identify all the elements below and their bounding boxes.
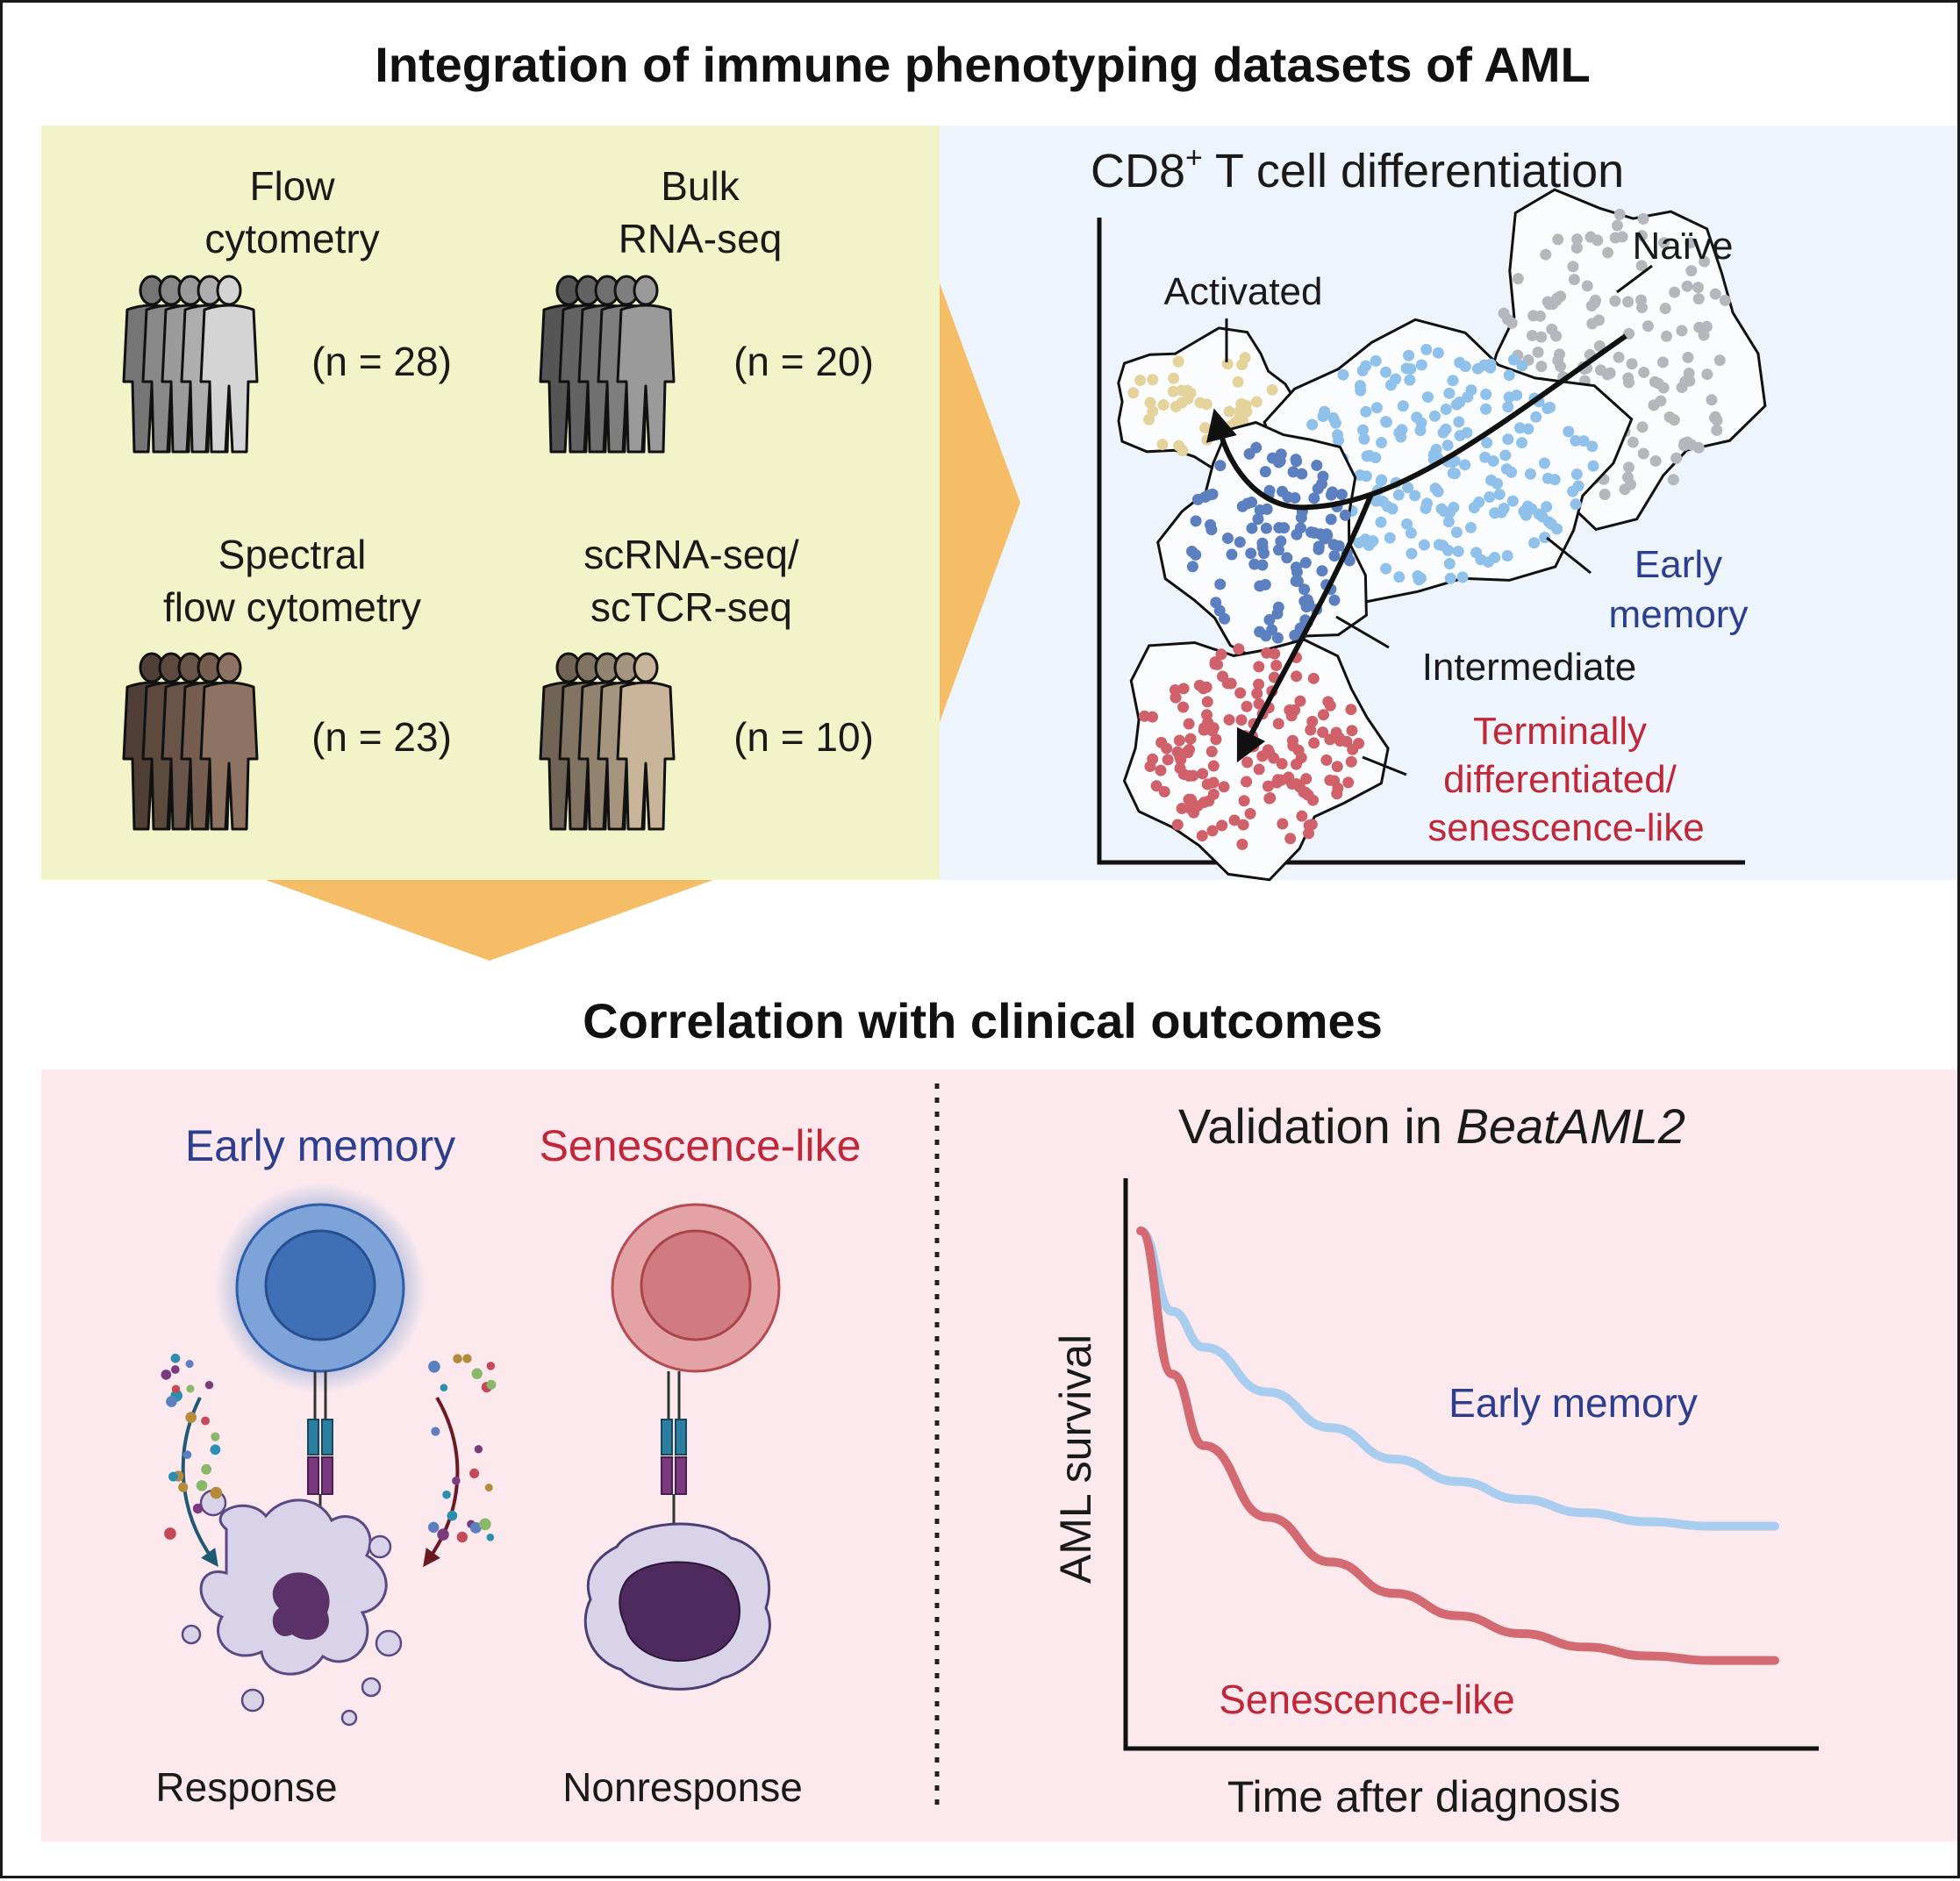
down-arrow-icon (266, 880, 713, 961)
people-group-icon (122, 275, 259, 454)
datasets-group (122, 275, 676, 831)
trajectory-to-terminal (1236, 492, 1374, 763)
series-line-1 (1136, 1227, 1779, 1665)
survival-chart (1123, 1178, 1819, 1751)
cells-group (161, 1183, 781, 1727)
trajectory-to-activated (1205, 333, 1627, 511)
bottom-title: Correlation with clinical outcomes (583, 993, 1383, 1048)
top-title: Integration of immune phenotyping datase… (375, 37, 1591, 92)
series-line-0 (1136, 1227, 1779, 1531)
cluster-3 (1156, 420, 1368, 661)
people-group-icon (539, 652, 676, 831)
people-group-icon (539, 275, 676, 454)
cluster-4 (1122, 638, 1390, 882)
right-arrow-icon (940, 283, 1020, 722)
cell-clusters (1117, 188, 1767, 882)
chart-axes (1123, 1178, 1819, 1751)
umap-axes (1097, 218, 1745, 865)
people-group-icon (122, 652, 259, 831)
figure-art (122, 188, 1819, 1810)
